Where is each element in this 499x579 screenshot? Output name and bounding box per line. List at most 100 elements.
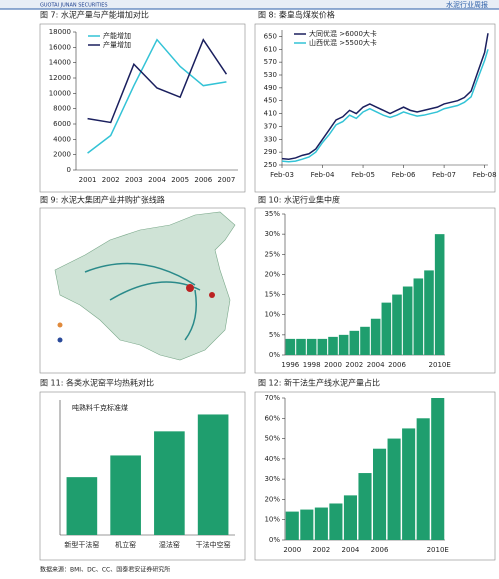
y-tick-label: 650 <box>264 32 277 40</box>
y-tick-label: 20% <box>264 270 280 278</box>
panel-frame <box>39 391 246 561</box>
bar <box>370 318 381 355</box>
x-tick-label: Feb-06 <box>392 171 416 179</box>
x-tick-label: 2004 <box>148 176 166 184</box>
x-tick-label: 2002 <box>312 546 330 554</box>
bar <box>381 302 392 355</box>
bar <box>317 338 328 355</box>
y-tick-label: 16000 <box>49 43 71 51</box>
y-tick-label: 250 <box>264 161 277 169</box>
y-tick-label: 40% <box>264 455 280 463</box>
y-tick-label: 60% <box>264 414 280 422</box>
bar <box>154 431 185 535</box>
y-tick-label: 2000 <box>53 151 71 159</box>
y-tick-label: 50% <box>264 435 280 443</box>
y-tick-label: 15% <box>264 291 280 299</box>
x-tick-label: 2006 <box>371 546 389 554</box>
y-tick-label: 610 <box>264 45 277 53</box>
x-tick-label: 2000 <box>283 546 301 554</box>
y-tick-label: 10000 <box>49 89 71 97</box>
y-tick-label: 410 <box>264 110 277 118</box>
x-tick-label: 湿法窑 <box>159 540 180 549</box>
bar <box>416 418 430 540</box>
legend-label: 大同优混 >6000大卡 <box>309 29 377 38</box>
y-tick-label: 4000 <box>53 135 71 143</box>
panel-frame <box>39 23 246 193</box>
y-tick-label: 0% <box>269 536 280 544</box>
y-tick-label: 0 <box>67 166 71 174</box>
bar <box>387 438 401 540</box>
bar <box>402 428 416 540</box>
header-bar <box>0 0 499 9</box>
bar <box>306 338 317 355</box>
panel-title: 图 11: 各类水泥窑平均热耗对比 <box>40 378 154 388</box>
panel-frame <box>254 23 496 193</box>
bar <box>413 278 424 355</box>
x-tick-label: 1996 <box>281 361 299 369</box>
x-tick-label: Feb-08 <box>473 171 497 179</box>
bar <box>300 509 314 540</box>
panel-title: 图 9: 水泥大集团产业并购扩张线路 <box>40 195 165 205</box>
bar <box>314 507 328 540</box>
bar <box>434 234 445 355</box>
y-tick-label: 25% <box>264 250 280 258</box>
x-tick-label: 2004 <box>342 546 360 554</box>
line-series <box>87 38 228 124</box>
bar <box>358 473 372 540</box>
bar <box>329 503 343 540</box>
legend-label: 山西优混 >5500大卡 <box>309 38 377 47</box>
bar <box>424 270 434 355</box>
x-tick-label: 2003 <box>125 176 143 184</box>
map <box>39 207 246 374</box>
y-tick-label: 6000 <box>53 120 71 128</box>
bar <box>349 330 360 355</box>
y-tick-label: 450 <box>264 97 277 105</box>
y-tick-label: 30% <box>264 475 280 483</box>
y-tick-label: 14000 <box>49 59 71 67</box>
brand: GUOTAI JUNAN SECURITIES <box>40 3 108 9</box>
bar <box>285 338 296 355</box>
y-tick-label: 20% <box>264 495 280 503</box>
bar <box>285 511 299 540</box>
x-tick-label: Feb-03 <box>270 171 294 179</box>
x-tick-label: 2000 <box>324 361 342 369</box>
x-tick-label: 2002 <box>102 176 120 184</box>
line-series <box>281 49 489 163</box>
legend-label: 产能增加 <box>103 31 131 40</box>
bar <box>110 455 141 535</box>
x-tick-label: 1998 <box>303 361 321 369</box>
x-tick-label: 新型干法窑 <box>64 540 99 549</box>
y-tick-label: 70% <box>264 394 280 402</box>
bar <box>373 448 387 540</box>
y-tick-label: 35% <box>264 210 280 218</box>
x-tick-label: Feb-07 <box>432 171 456 179</box>
y-tick-label: 18000 <box>49 28 71 36</box>
y-tick-label: 290 <box>264 148 277 156</box>
y-tick-label: 330 <box>264 135 277 143</box>
y-tick-label: 10% <box>264 516 280 524</box>
x-tick-label: 2007 <box>218 176 236 184</box>
y-tick-label: 10% <box>264 311 280 319</box>
y-tick-label: 370 <box>264 122 277 130</box>
x-tick-label: 2005 <box>171 176 189 184</box>
panel-title: 图 7: 水泥产量与产能增加对比 <box>40 10 149 20</box>
y-tick-label: 5% <box>269 331 280 339</box>
bar <box>296 338 306 355</box>
y-tick-label: 530 <box>264 71 277 79</box>
panel-title: 图 12: 新干法生产线水泥产量占比 <box>258 378 380 388</box>
x-tick-label: 2010E <box>429 361 451 369</box>
line-series <box>87 38 227 154</box>
y-tick-label: 0% <box>269 351 280 359</box>
x-tick-label: 2010E <box>427 546 449 554</box>
line-series <box>281 33 489 160</box>
y-tick-label: 8000 <box>53 105 71 113</box>
x-tick-label: Feb-04 <box>311 171 335 179</box>
y-tick-label: 30% <box>264 230 280 238</box>
x-tick-label: 2006 <box>388 361 406 369</box>
bar <box>360 326 370 355</box>
source: 数据来源：BMI、DC、CC、国泰君安证券研究所 <box>40 566 170 574</box>
bar <box>328 336 338 355</box>
y-tick-label: 570 <box>264 58 277 66</box>
x-tick-label: 干法中空窑 <box>196 540 231 549</box>
